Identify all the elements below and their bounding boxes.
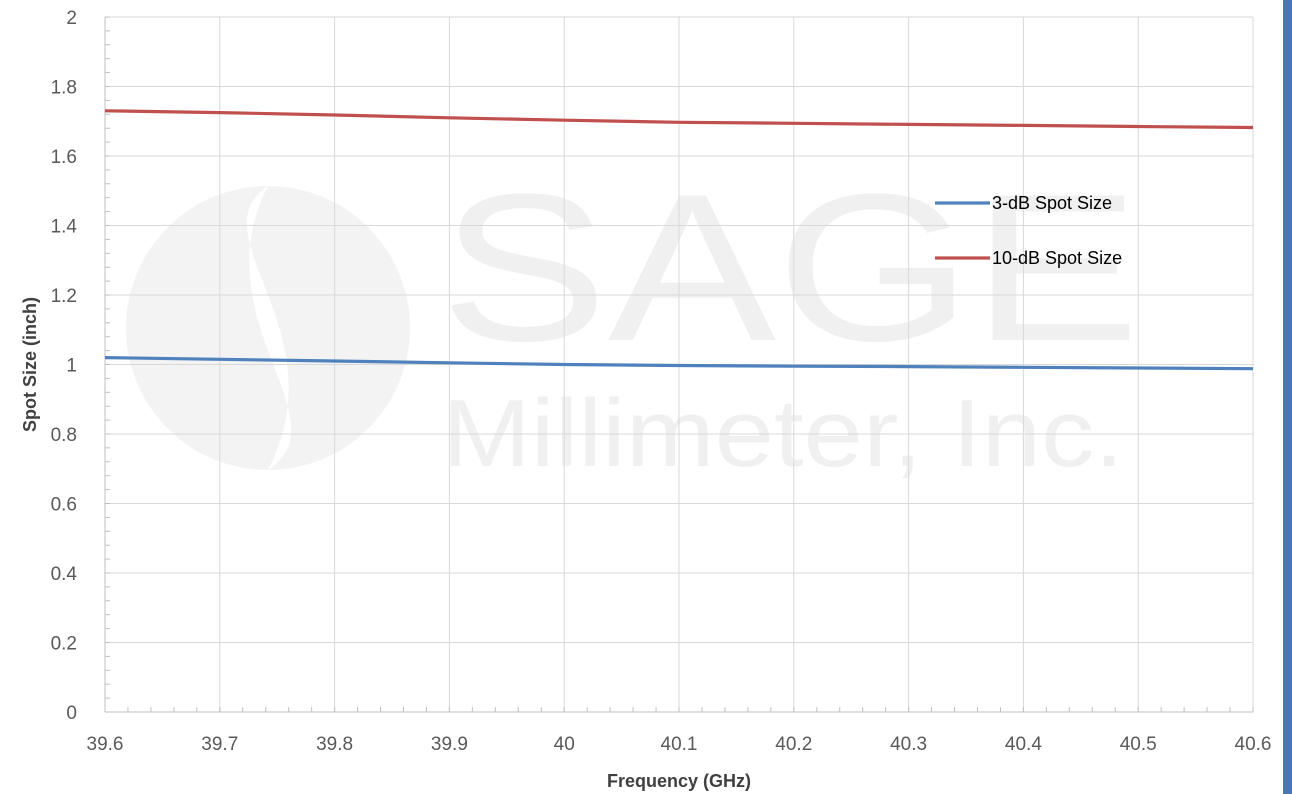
y-tick-label: 0.2 [51,634,77,655]
legend-label: 3-dB Spot Size [992,193,1112,213]
x-tick-label: 40.3 [890,734,927,755]
y-tick-label: 1.4 [51,217,78,238]
series-line-10db [104,109,1254,130]
x-tick-label: 39.9 [431,734,468,755]
y-tick-label: 1.6 [51,147,77,168]
x-axis-title: Frequency (GHz) [607,771,751,791]
legend: 3-dB Spot Size 10-dB Spot Size [935,193,1122,268]
watermark: SAGE Millimeter, Inc. [126,150,1140,487]
x-tick-label: 39.8 [316,734,353,755]
x-tick-label: 40 [554,734,575,755]
x-tick-label: 40.2 [775,734,812,755]
y-tick-label: 0.8 [51,425,77,446]
y-tick-label: 0.6 [51,495,77,516]
y-tick-label: 2 [66,8,77,29]
legend-item: 10-dB Spot Size [935,248,1122,268]
legend-item: 3-dB Spot Size [935,193,1112,213]
watermark-logo-icon [126,186,410,470]
series-line-3db [104,356,1254,371]
x-tick-label: 40.6 [1235,734,1272,755]
axes [104,16,1254,713]
series-lines [104,109,1254,371]
right-edge-bar [1283,0,1292,794]
x-tick-label: 40.4 [1005,734,1042,755]
x-tick-label: 40.1 [661,734,698,755]
y-tick-label: 0 [66,703,77,724]
y-axis-title: Spot Size (inch) [20,297,40,432]
x-tick-label: 39.7 [201,734,238,755]
tick-labels: 39.6 39.7 39.8 39.9 40 40.1 40.2 40.3 40.4 40.5 40… [51,8,1272,755]
y-tick-label: 1 [66,356,77,377]
y-tick-label: 1.2 [51,286,77,307]
x-tick-label: 39.6 [87,734,124,755]
legend-label: 10-dB Spot Size [992,248,1122,268]
y-tick-label: 1.8 [51,78,77,99]
x-tick-label: 40.5 [1120,734,1157,755]
y-tick-label: 0.4 [51,564,78,585]
